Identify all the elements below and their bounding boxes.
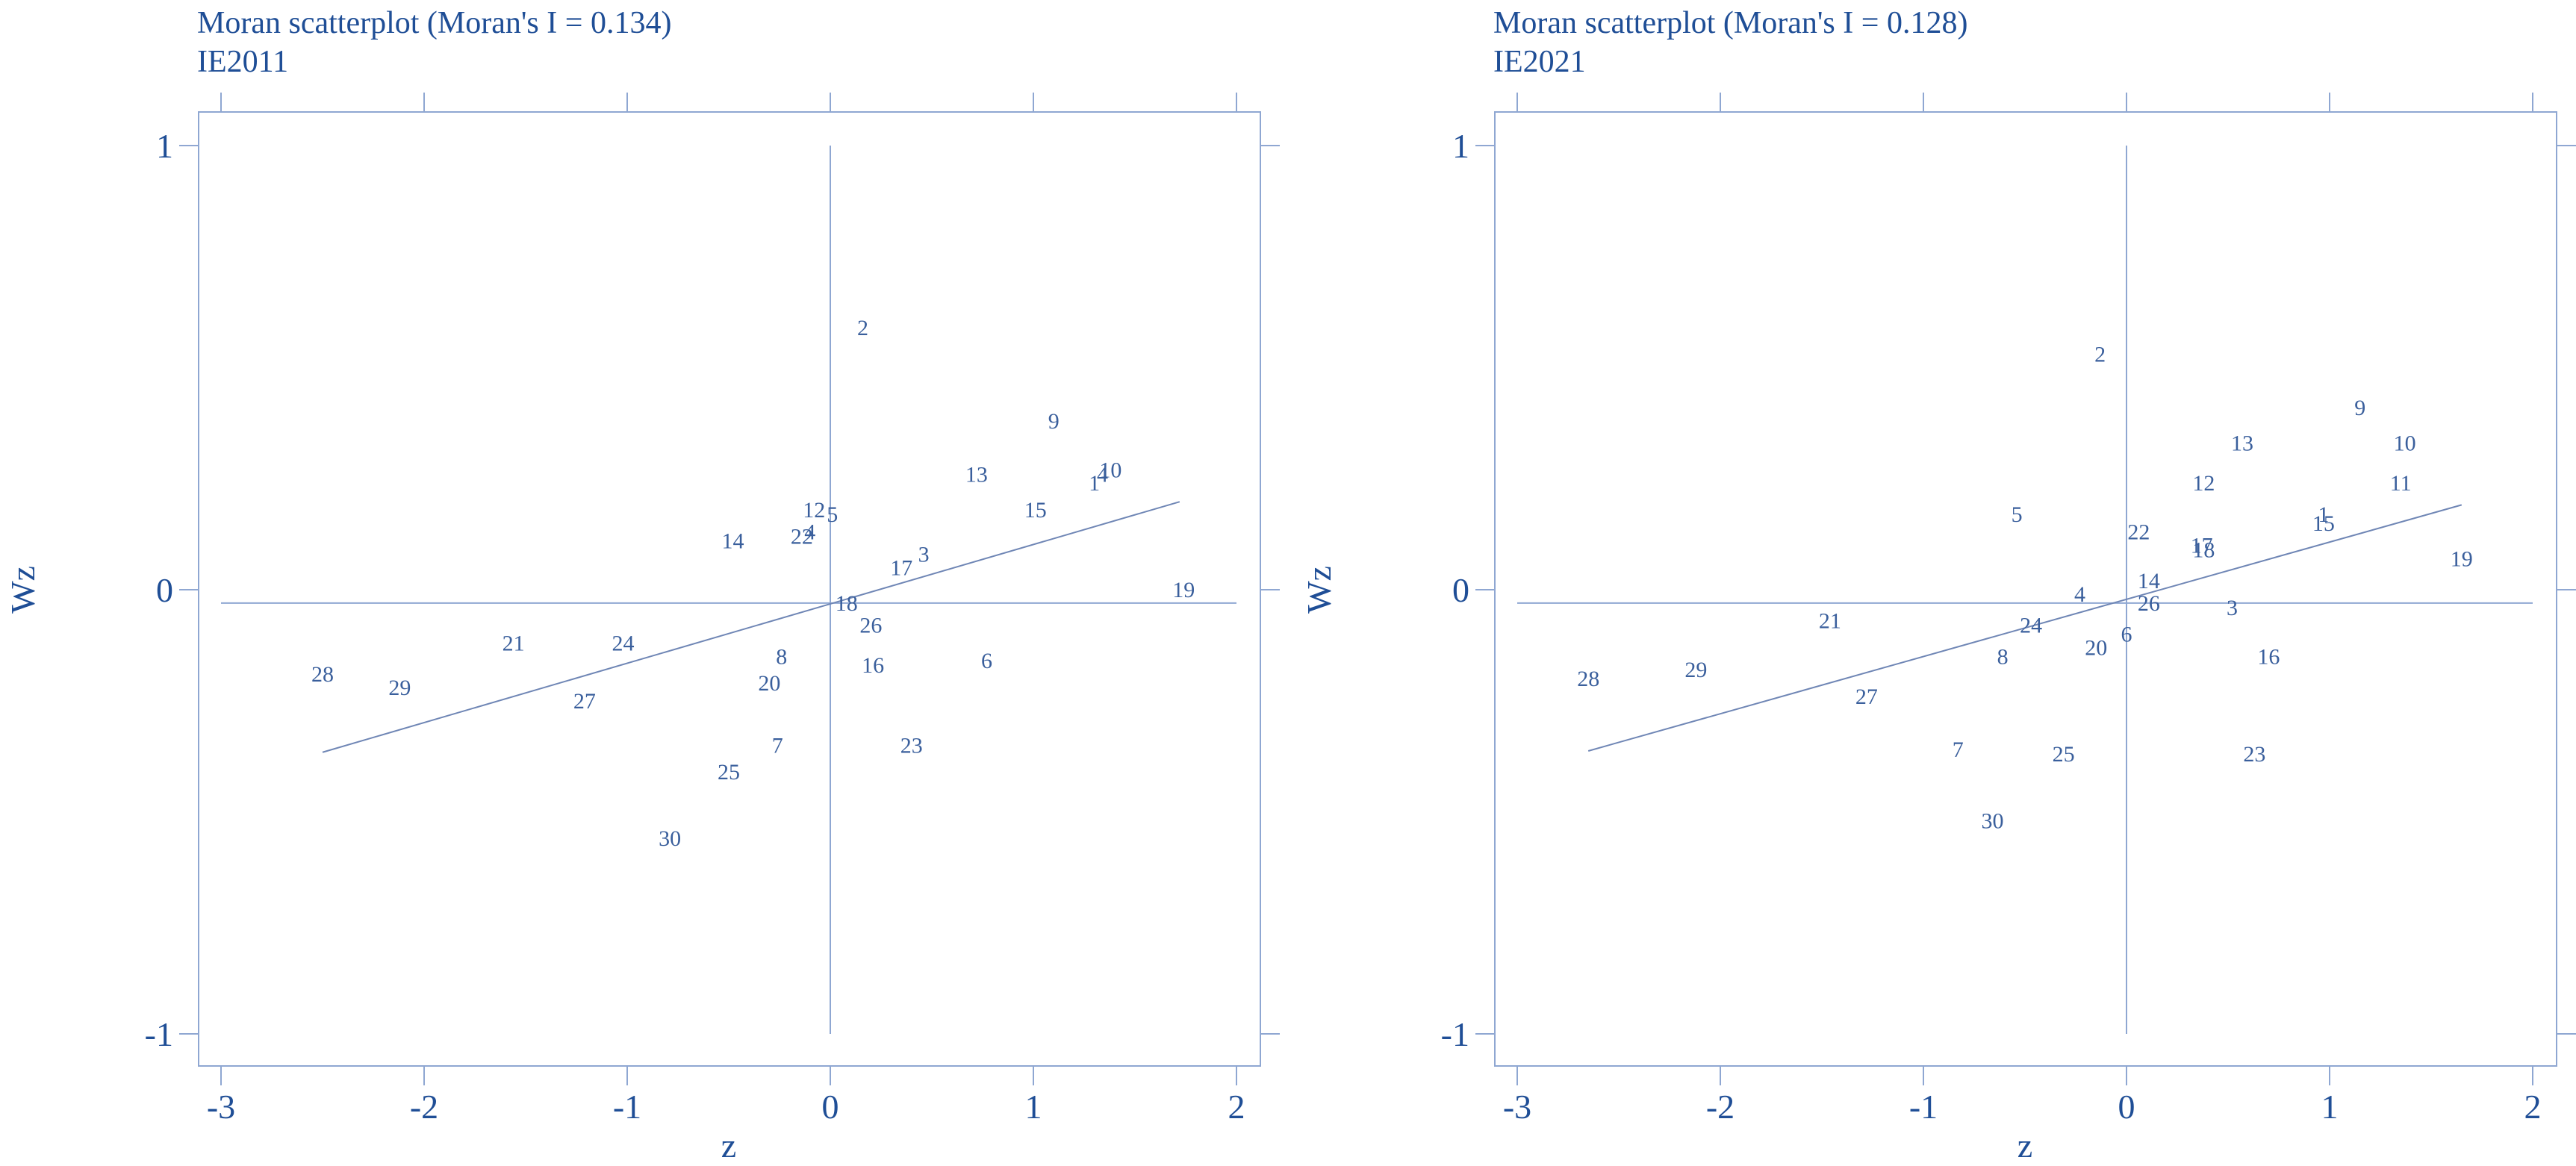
scatter-point-label: 6: [981, 649, 992, 673]
scatter-point-label: 10: [1099, 458, 1121, 482]
scatter-point-label: 6: [2121, 623, 2132, 647]
scatter-point-label: 2: [857, 316, 868, 340]
scatter-point-label: 15: [1024, 498, 1047, 523]
scatter-point-label: 23: [900, 733, 923, 758]
x-tick-label: -1: [613, 1088, 641, 1126]
scatter-point-label: 16: [862, 653, 884, 678]
scatter-point-label: 18: [2192, 537, 2215, 562]
y-axis-label: Wz: [1300, 566, 1338, 614]
scatter-point-label: 14: [721, 529, 744, 554]
scatter-point-label: 21: [1819, 609, 1841, 634]
y-tick-label: 1: [156, 127, 173, 165]
scatter-point-label: 24: [2020, 614, 2042, 638]
scatter-point-label: 26: [859, 614, 882, 638]
scatter-point-label: 26: [2138, 591, 2160, 616]
scatter-point-label: 22: [791, 525, 813, 549]
scatter-point-label: 22: [2127, 520, 2150, 545]
y-tick-label: -1: [1441, 1015, 1469, 1053]
scatter-point-label: 15: [2312, 511, 2335, 536]
chart-title: Moran scatterplot (Moran's I = 0.128): [1493, 6, 1967, 40]
scatter-point-label: 27: [573, 689, 596, 714]
scatter-point-label: 18: [836, 591, 858, 616]
y-axis-label: Wz: [4, 566, 42, 614]
scatter-point-label: 20: [2085, 635, 2107, 660]
scatter-point-label: 13: [965, 462, 988, 487]
fit-line: [1587, 504, 2463, 752]
scatter-point-label: 20: [758, 671, 780, 696]
x-tick-label: 1: [1025, 1088, 1042, 1126]
chart-title: Moran scatterplot (Moran's I = 0.134): [197, 6, 671, 40]
scatter-point-label: 24: [612, 631, 635, 655]
scatter-point-label: 11: [2390, 471, 2412, 496]
scatter-point-label: 7: [772, 733, 783, 758]
scatter-point-label: 23: [2243, 742, 2265, 767]
scatter-point-label: 4: [2074, 582, 2085, 607]
scatter-point-label: 7: [1953, 738, 1964, 762]
y-tick-label: 1: [1452, 127, 1469, 165]
scatter-point-label: 16: [2257, 644, 2280, 669]
scatter-point-label: 25: [718, 760, 740, 785]
scatter-point-label: 19: [1172, 578, 1195, 602]
scatter-point-label: 3: [918, 542, 930, 567]
x-tick-label: 2: [1228, 1088, 1245, 1126]
plot-frame: [1494, 111, 2557, 1067]
moran-scatterplot-ie2021: Moran scatterplot (Moran's I = 0.128) IE2…: [1300, 6, 2576, 1165]
scatter-point-label: 17: [890, 555, 912, 580]
scatter-point-label: 1: [2318, 502, 2329, 527]
plot-frame: [198, 111, 1261, 1067]
scatter-point-label: 8: [776, 644, 787, 669]
scatter-point-label: 29: [388, 676, 411, 700]
scatter-point-label: 10: [2394, 431, 2416, 456]
scatter-point-label: 19: [2451, 546, 2473, 571]
scatter-point-label: 28: [311, 662, 334, 687]
chart-subtitle: IE2011: [197, 45, 288, 79]
x-tick-label: -1: [1909, 1088, 1938, 1126]
scatter-point-label: 3: [2227, 596, 2238, 620]
scatter-point-label: 30: [659, 826, 681, 851]
x-tick-label: 0: [2118, 1088, 2135, 1126]
scatter-point-label: 12: [803, 498, 825, 523]
scatter-point-label: 5: [2012, 502, 2023, 527]
scatter-point-label: 4: [1097, 462, 1108, 487]
scatter-point-label: 30: [1981, 808, 2003, 833]
y-tick-label: 0: [1452, 571, 1469, 609]
scatter-point-label: 1: [1089, 471, 1100, 496]
y-tick-label: 0: [156, 571, 173, 609]
scatter-point-label: 8: [1997, 644, 2009, 669]
scatter-point-label: 14: [2138, 569, 2160, 593]
x-tick-label: -2: [410, 1088, 438, 1126]
scatter-point-label: 13: [2231, 431, 2253, 456]
moran-scatterplot-ie2011: Moran scatterplot (Moran's I = 0.134) IE2…: [4, 6, 1280, 1165]
scatter-point-label: 2: [2094, 343, 2106, 367]
fit-line: [322, 501, 1180, 753]
scatter-point-label: 4: [804, 520, 815, 545]
scatter-point-label: 9: [1048, 409, 1060, 434]
x-axis-label: z: [2017, 1126, 2032, 1165]
x-tick-label: 1: [2321, 1088, 2339, 1126]
scatter-point-label: 21: [503, 631, 525, 655]
scatter-point-label: 27: [1855, 685, 1878, 709]
x-tick-label: 2: [2524, 1088, 2542, 1126]
scatter-point-label: 29: [1684, 658, 1707, 682]
chart-subtitle: IE2021: [1493, 45, 1586, 79]
scatter-point-label: 17: [2191, 534, 2213, 558]
scatter-point-label: 25: [2053, 742, 2075, 767]
x-tick-label: 0: [822, 1088, 839, 1126]
scatter-point-label: 9: [2354, 396, 2365, 420]
y-tick-label: -1: [145, 1015, 173, 1053]
x-tick-label: -3: [207, 1088, 235, 1126]
scatter-point-label: 28: [1577, 667, 1599, 691]
x-tick-label: -2: [1706, 1088, 1735, 1126]
x-tick-label: -3: [1503, 1088, 1531, 1126]
scatter-point-label: 12: [2192, 471, 2215, 496]
scatter-point-label: 5: [827, 502, 838, 527]
x-axis-label: z: [721, 1126, 736, 1165]
